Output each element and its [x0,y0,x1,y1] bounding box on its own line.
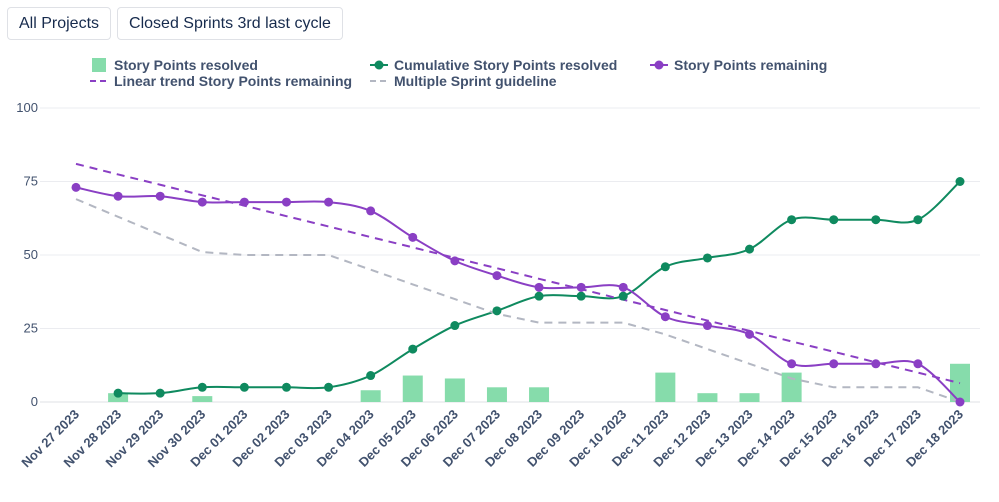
legend-marker [374,60,384,70]
point-story-points-remaining [281,197,291,207]
bar-story-points-resolved [192,396,213,402]
point-story-points-remaining [871,359,881,369]
point-story-points-remaining [576,282,586,292]
bar-story-points-resolved [444,378,465,402]
point-story-points-remaining [366,206,376,216]
point-story-points-remaining [702,321,712,331]
legend-item-story-points-remaining: Story Points remaining [650,57,827,73]
legend-item-multiple-sprint-guideline: Multiple Sprint guideline [370,73,557,89]
point-story-points-remaining [408,232,418,242]
point-cumulative-story-points-resolved [450,321,460,331]
point-story-points-remaining [829,359,839,369]
bar-story-points-resolved [486,387,507,402]
y-tick-label: 25 [24,321,38,336]
y-axis: 0 25 50 75 100 [16,100,38,409]
point-cumulative-story-points-resolved [239,382,249,392]
legend-item-story-points-resolved: Story Points resolved [92,57,258,73]
point-story-points-remaining [71,182,81,192]
point-cumulative-story-points-resolved [155,388,165,398]
y-tick-label: 100 [16,100,38,115]
point-story-points-remaining [239,197,249,207]
point-cumulative-story-points-resolved [871,215,881,225]
point-cumulative-story-points-resolved [534,291,544,301]
grid [40,107,980,403]
point-cumulative-story-points-resolved [829,215,839,225]
point-story-points-remaining [660,312,670,322]
point-cumulative-story-points-resolved [618,291,628,301]
point-story-points-remaining [450,256,460,266]
sprint-filter-button[interactable]: Closed Sprints 3rd last cycle [117,7,343,40]
toolbar: All Projects Closed Sprints 3rd last cyc… [7,7,343,40]
all-projects-button[interactable]: All Projects [7,7,112,40]
line-story-points-remaining [75,186,961,403]
legend-label: Story Points remaining [674,57,827,73]
bar-story-points-resolved [360,390,381,402]
point-story-points-remaining [787,359,797,369]
legend-marker [654,60,664,70]
point-cumulative-story-points-resolved [576,291,586,301]
point-cumulative-story-points-resolved [366,371,376,381]
point-story-points-remaining [618,282,628,292]
legend-label: Multiple Sprint guideline [394,73,557,89]
point-cumulative-story-points-resolved [324,382,334,392]
point-story-points-remaining [113,191,123,201]
legend-item-linear-trend-story-points-remaining: Linear trend Story Points remaining [90,73,352,89]
point-cumulative-story-points-resolved [745,244,755,254]
y-tick-label: 75 [24,174,38,189]
point-cumulative-story-points-resolved [197,382,207,392]
line-multiple-sprint-guideline [75,198,961,403]
point-story-points-remaining [492,271,502,281]
point-cumulative-story-points-resolved [113,388,123,398]
lines [75,162,961,403]
point-story-points-remaining [324,197,334,207]
y-tick-label: 50 [24,247,38,262]
y-tick-label: 0 [31,394,38,409]
legend-label: Cumulative Story Points resolved [394,57,617,73]
point-cumulative-story-points-resolved [408,344,418,354]
point-story-points-remaining [197,197,207,207]
point-story-points-remaining [745,329,755,339]
bar-story-points-resolved [655,372,676,402]
legend-swatch [92,58,106,72]
point-cumulative-story-points-resolved [492,306,502,316]
legend: Story Points resolved Cumulative Story Po… [90,57,827,89]
point-story-points-remaining [955,397,965,407]
legend-item-cumulative-story-points-resolved: Cumulative Story Points resolved [370,57,617,73]
legend-label: Linear trend Story Points remaining [114,73,352,89]
point-story-points-remaining [913,359,923,369]
bar-story-points-resolved [697,393,718,402]
point-cumulative-story-points-resolved [913,215,923,225]
bar-story-points-resolved [739,393,760,402]
points [71,177,965,407]
point-cumulative-story-points-resolved [955,177,965,186]
bar-story-points-resolved [402,375,423,402]
point-story-points-remaining [534,282,544,292]
line-linear-trend-story-points-remaining [75,162,961,385]
point-cumulative-story-points-resolved [660,262,670,272]
point-cumulative-story-points-resolved [281,382,291,392]
point-cumulative-story-points-resolved [787,215,797,225]
bars [108,363,970,402]
point-cumulative-story-points-resolved [702,253,712,263]
legend-label: Story Points resolved [114,57,258,73]
bar-story-points-resolved [529,387,550,402]
bar-story-points-resolved [781,372,802,402]
point-story-points-remaining [155,191,165,201]
